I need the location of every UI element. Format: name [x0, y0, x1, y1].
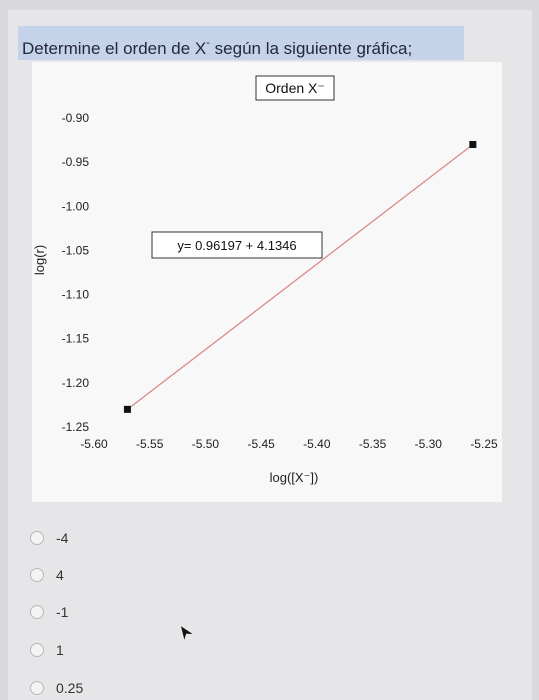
question-text: Determine el orden de X- según la siguie… — [18, 26, 464, 60]
chart-title: Orden X⁻ — [265, 80, 325, 96]
y-tick-label: -1.10 — [62, 288, 90, 302]
option-label: 4 — [56, 567, 64, 583]
data-point — [469, 140, 477, 148]
title-box — [255, 75, 335, 101]
equation-box — [151, 231, 323, 259]
option-3[interactable]: -1 — [30, 600, 68, 624]
question-superscript: - — [206, 37, 210, 49]
y-tick-label: -1.15 — [62, 332, 90, 346]
radio-icon[interactable] — [30, 605, 44, 619]
option-label: 0.25 — [56, 680, 84, 696]
question-text-after: según la siguiente gráfica; — [209, 39, 413, 58]
option-5[interactable]: 0.25 — [30, 676, 83, 700]
option-label: 1 — [56, 642, 64, 658]
radio-icon[interactable] — [30, 531, 44, 545]
option-4[interactable]: 1 — [30, 638, 64, 662]
option-label: -1 — [56, 604, 69, 620]
x-tick-label: -5.55 — [136, 437, 164, 451]
x-tick-label: -5.60 — [80, 437, 108, 451]
radio-icon[interactable] — [30, 643, 44, 657]
x-tick-label: -5.45 — [247, 437, 275, 451]
x-tick-label: -5.50 — [192, 437, 220, 451]
equation-label: y= 0.96197 + 4.1346 — [177, 238, 296, 253]
option-label: -4 — [56, 530, 69, 546]
chart-panel: -0.90 -0.95 -1.00 -1.05 -1.10 -1.15 -1.20 -1.25… — [32, 62, 502, 502]
series-line — [127, 143, 474, 410]
mouse-cursor-icon — [180, 626, 192, 640]
x-tick-label: -5.35 — [359, 437, 387, 451]
data-point — [123, 405, 131, 413]
x-tick-label: -5.25 — [470, 437, 498, 451]
x-axis-label: log([X⁻]) — [270, 470, 319, 485]
x-tick-label: -5.30 — [415, 437, 443, 451]
y-tick-label: -0.90 — [62, 111, 90, 125]
radio-icon[interactable] — [30, 568, 44, 582]
x-tick-label: -5.40 — [303, 437, 331, 451]
y-tick-label: -1.25 — [62, 420, 90, 434]
y-tick-label: -1.00 — [62, 199, 90, 213]
option-2[interactable]: 4 — [30, 563, 64, 587]
y-tick-label: -1.20 — [62, 376, 90, 390]
y-tick-label: -1.05 — [62, 243, 90, 257]
chart-svg: -0.90 -0.95 -1.00 -1.05 -1.10 -1.15 -1.20 -1.25… — [32, 75, 498, 485]
question-text-before: Determine el orden de X — [22, 39, 207, 58]
option-1[interactable]: -4 — [30, 526, 68, 550]
y-tick-label: -0.95 — [62, 155, 90, 169]
radio-icon[interactable] — [30, 681, 44, 695]
y-axis-label: log(r) — [32, 245, 47, 275]
